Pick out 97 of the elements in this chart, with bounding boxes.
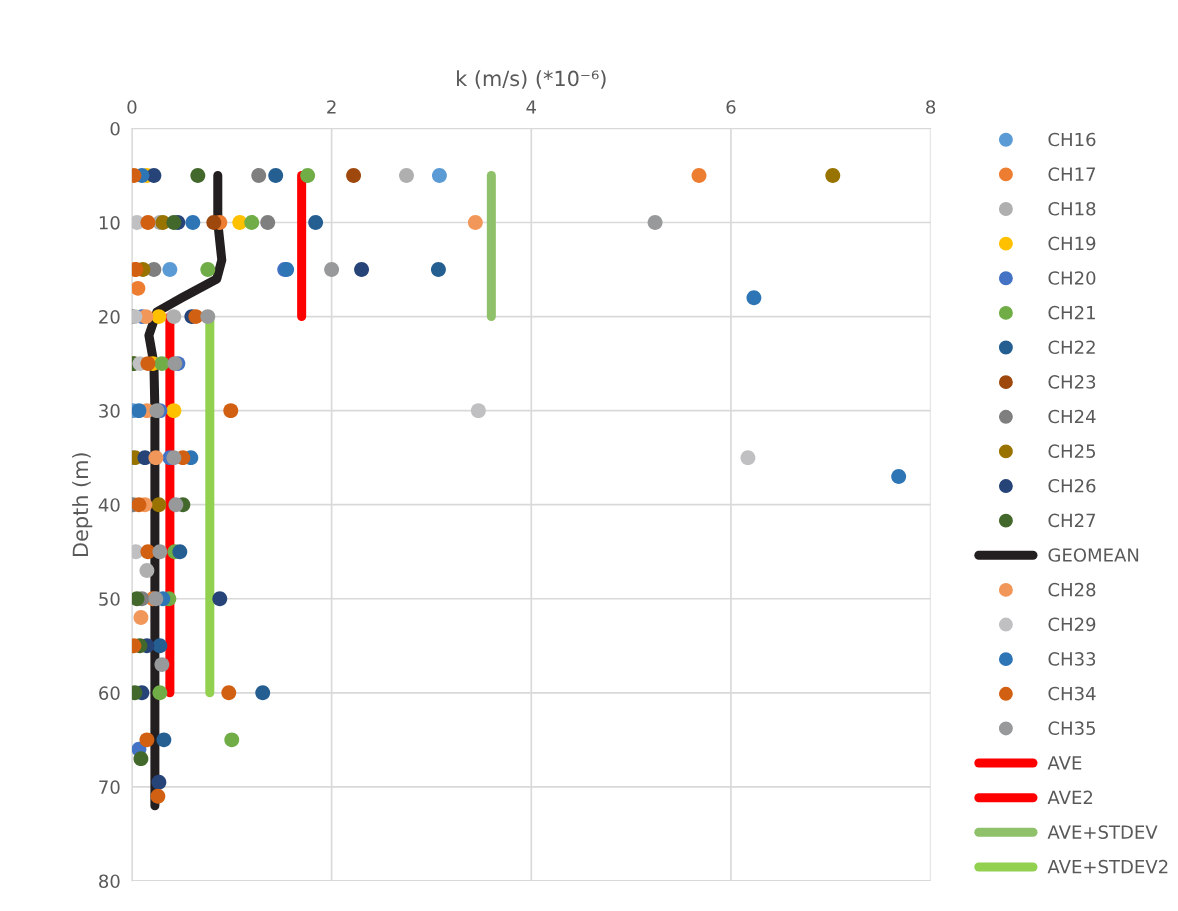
legend-label: CH23 bbox=[1048, 375, 1096, 389]
point bbox=[467, 215, 483, 230]
legend-label: CH21 bbox=[1048, 305, 1095, 320]
legend-label: CH20 bbox=[1048, 271, 1096, 285]
point bbox=[470, 403, 486, 419]
legend-label: AVE+STDEV2 bbox=[1047, 859, 1168, 874]
point bbox=[255, 685, 271, 701]
point bbox=[131, 280, 146, 296]
x-tick-label: 6 bbox=[726, 100, 736, 114]
point bbox=[300, 168, 316, 183]
point bbox=[308, 215, 324, 230]
point bbox=[185, 215, 201, 230]
legend-label: CH29 bbox=[1048, 617, 1096, 632]
point bbox=[190, 168, 206, 183]
point bbox=[131, 403, 147, 419]
y-tick-label: 50 bbox=[99, 592, 120, 606]
point bbox=[156, 732, 172, 748]
legend-label: CH26 bbox=[1048, 478, 1096, 493]
y-axis-title: Depth (m) bbox=[72, 453, 93, 556]
legend-label: AVE2 bbox=[1047, 790, 1093, 805]
point bbox=[825, 168, 841, 183]
legend-label: CH18 bbox=[1048, 201, 1096, 216]
point bbox=[150, 788, 166, 804]
point bbox=[212, 591, 228, 607]
y-tick-label: 10 bbox=[99, 215, 120, 230]
y-tick-label: 80 bbox=[99, 874, 120, 889]
legend-label: AVE bbox=[1047, 756, 1082, 770]
point bbox=[223, 403, 239, 419]
legend-label: CH16 bbox=[1048, 132, 1096, 147]
point bbox=[746, 290, 762, 306]
legend-label: CH25 bbox=[1048, 444, 1096, 458]
point bbox=[154, 356, 170, 372]
point bbox=[251, 168, 267, 183]
point bbox=[139, 563, 155, 578]
point bbox=[166, 309, 182, 325]
point bbox=[139, 732, 155, 748]
point bbox=[148, 450, 164, 466]
legend-label: CH34 bbox=[1048, 686, 1096, 701]
legend-label: CH28 bbox=[1048, 582, 1096, 597]
point bbox=[162, 262, 178, 277]
legend-label: GEOMEAN bbox=[1048, 548, 1139, 562]
y-tick-label: 70 bbox=[99, 780, 120, 794]
legend-label: CH19 bbox=[1048, 236, 1096, 251]
point bbox=[131, 497, 147, 513]
point bbox=[430, 262, 446, 277]
point bbox=[133, 751, 149, 767]
point bbox=[152, 638, 168, 654]
point bbox=[354, 262, 370, 277]
point bbox=[152, 685, 168, 701]
point bbox=[431, 168, 447, 183]
point bbox=[151, 309, 167, 325]
y-tick-label: 30 bbox=[99, 404, 120, 418]
y-tick-label: 60 bbox=[99, 686, 120, 700]
x-tick-label: 0 bbox=[127, 100, 137, 114]
point bbox=[200, 262, 216, 277]
point bbox=[166, 215, 182, 230]
point bbox=[172, 544, 188, 560]
point bbox=[133, 610, 149, 626]
point bbox=[151, 774, 167, 790]
legend-label: CH27 bbox=[1048, 513, 1096, 528]
point bbox=[268, 168, 284, 183]
point bbox=[740, 450, 756, 466]
legend-label: CH22 bbox=[1048, 340, 1095, 355]
point bbox=[131, 544, 144, 560]
point bbox=[166, 450, 182, 466]
point bbox=[154, 657, 170, 673]
x-tick-label: 2 bbox=[327, 100, 336, 114]
point bbox=[221, 685, 237, 701]
point bbox=[399, 168, 414, 183]
point bbox=[152, 544, 168, 560]
x-axis-title: k (m/s) (*10⁻⁶) bbox=[457, 70, 606, 89]
point bbox=[324, 262, 340, 277]
legend-label: CH24 bbox=[1048, 409, 1096, 424]
legend-label: CH35 bbox=[1048, 721, 1096, 736]
y-tick-label: 40 bbox=[98, 498, 120, 512]
point bbox=[151, 497, 167, 513]
legend-label: CH17 bbox=[1048, 167, 1096, 181]
x-tick-label: 8 bbox=[926, 100, 936, 114]
point bbox=[200, 309, 216, 325]
point bbox=[260, 215, 276, 230]
point bbox=[346, 168, 362, 183]
x-tick-label: 4 bbox=[526, 100, 537, 114]
legend-label: CH33 bbox=[1048, 652, 1096, 666]
point bbox=[206, 215, 222, 230]
point bbox=[131, 591, 145, 607]
y-tick-label: 20 bbox=[99, 310, 120, 324]
point bbox=[691, 168, 707, 183]
legend-label: AVE+STDEV bbox=[1047, 825, 1158, 839]
point bbox=[166, 403, 182, 419]
y-tick-label: 0 bbox=[110, 121, 120, 136]
point bbox=[140, 356, 156, 372]
point bbox=[244, 215, 260, 230]
point bbox=[224, 732, 240, 748]
point bbox=[891, 469, 907, 484]
point bbox=[140, 215, 156, 230]
point bbox=[647, 215, 663, 230]
point bbox=[168, 497, 184, 513]
